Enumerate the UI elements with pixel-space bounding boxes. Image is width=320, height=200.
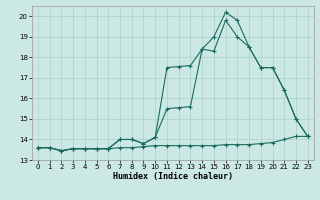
X-axis label: Humidex (Indice chaleur): Humidex (Indice chaleur) (113, 172, 233, 181)
